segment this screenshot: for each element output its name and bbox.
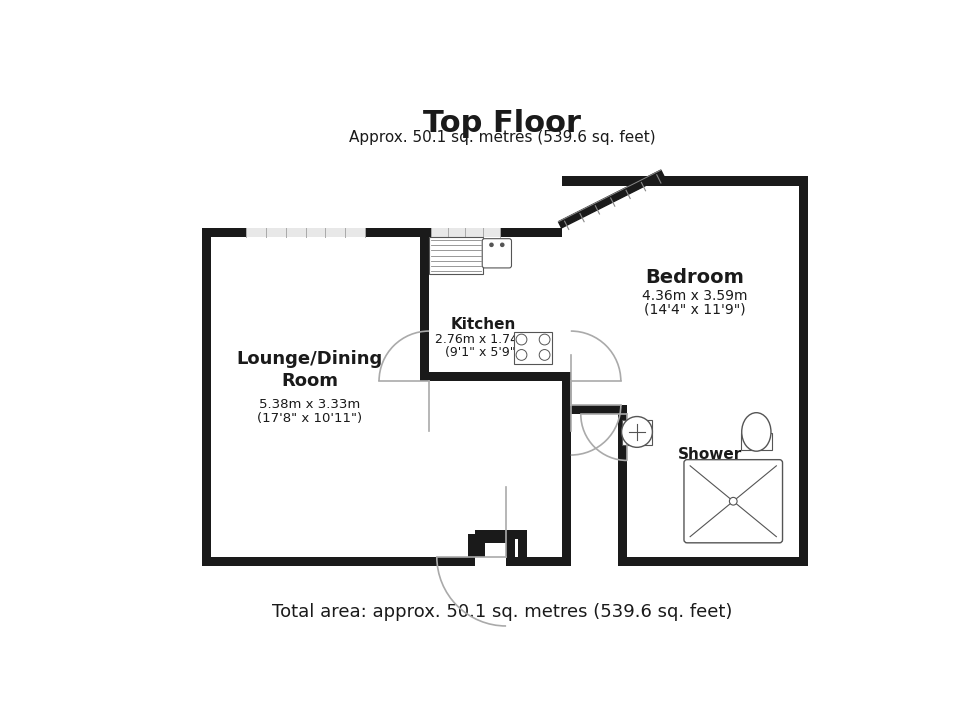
Bar (562, 177, 808, 186)
Bar (202, 228, 212, 566)
FancyBboxPatch shape (684, 460, 783, 543)
Text: (9'1" x 5'9"): (9'1" x 5'9") (445, 346, 520, 359)
Circle shape (729, 498, 737, 505)
Bar (741, 434, 772, 451)
Text: 4.36m x 3.59m: 4.36m x 3.59m (642, 288, 748, 303)
Circle shape (489, 243, 494, 247)
Bar (419, 372, 570, 381)
Bar (475, 530, 484, 557)
Bar (430, 228, 500, 237)
Text: Top Floor: Top Floor (423, 108, 581, 137)
Circle shape (539, 334, 550, 345)
Bar (514, 332, 553, 364)
Circle shape (621, 417, 653, 447)
Bar (202, 228, 419, 237)
Bar (202, 557, 475, 566)
Bar (799, 177, 808, 566)
Bar (506, 533, 515, 557)
Text: Lounge/Dining
Room: Lounge/Dining Room (236, 350, 383, 390)
Text: Shower
Room: Shower Room (678, 446, 742, 479)
Circle shape (516, 334, 527, 345)
Bar (517, 530, 527, 557)
Text: Bedroom: Bedroom (645, 268, 744, 288)
Bar (621, 420, 653, 445)
Bar (506, 557, 567, 566)
Bar (429, 237, 483, 274)
Circle shape (500, 243, 505, 247)
Bar (429, 237, 483, 274)
Text: (17'8" x 10'11"): (17'8" x 10'11") (257, 412, 363, 424)
Polygon shape (559, 170, 664, 228)
Bar (202, 557, 467, 566)
Text: 2.76m x 1.74m: 2.76m x 1.74m (435, 333, 530, 346)
Text: 5.38m x 3.33m: 5.38m x 3.33m (259, 399, 361, 412)
Bar (246, 228, 366, 237)
Text: Approx. 50.1 sq. metres (539.6 sq. feet): Approx. 50.1 sq. metres (539.6 sq. feet) (349, 130, 656, 145)
Bar (467, 533, 506, 543)
Text: Total area: approx. 50.1 sq. metres (539.6 sq. feet): Total area: approx. 50.1 sq. metres (539… (272, 603, 732, 621)
Bar (562, 372, 570, 566)
Circle shape (516, 350, 527, 360)
Bar (617, 557, 808, 566)
Bar (562, 405, 627, 414)
Text: (14'4" x 11'9"): (14'4" x 11'9") (644, 303, 746, 317)
Bar (467, 533, 477, 557)
Ellipse shape (742, 413, 771, 451)
Circle shape (539, 350, 550, 360)
Bar (617, 405, 627, 566)
Bar (419, 228, 562, 237)
Bar (419, 228, 429, 381)
Text: Kitchen: Kitchen (451, 317, 515, 332)
Bar (475, 530, 517, 539)
FancyBboxPatch shape (482, 239, 512, 268)
